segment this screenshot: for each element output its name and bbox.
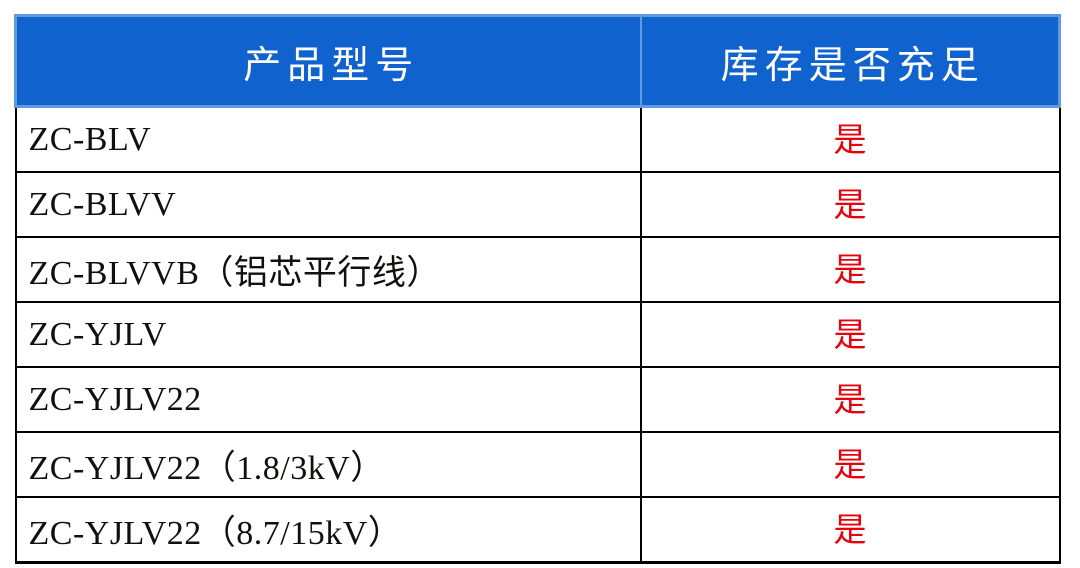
table-row: ZC-BLVV 是: [14, 172, 1061, 238]
stock-status-text: 是: [833, 187, 867, 224]
table-body: ZC-BLV 是 ZC-BLVV 是 ZC-BLVVB（铝芯平行线） 是 ZC-…: [14, 106, 1061, 564]
stock-status-text: 是: [833, 512, 867, 549]
table-row: ZC-YJLV22（8.7/15kV） 是: [14, 497, 1061, 564]
cell-product-model: ZC-YJLV22: [14, 367, 642, 433]
product-model-text: ZC-YJLV22: [28, 380, 202, 418]
product-model-text: ZC-YJLV: [28, 315, 167, 353]
product-model-text: ZC-BLVVB（铝芯平行线）: [28, 255, 441, 292]
stock-status-text: 是: [833, 382, 867, 419]
table-header: 产品型号 库存是否充足: [14, 14, 1061, 108]
product-model-text: ZC-YJLV22（1.8/3kV）: [28, 450, 385, 487]
column-header-stock-sufficient: 库存是否充足: [639, 14, 1061, 108]
table-row: ZC-YJLV22（1.8/3kV） 是: [14, 432, 1061, 498]
cell-product-model: ZC-YJLV22（8.7/15kV）: [14, 497, 642, 564]
product-model-text: ZC-BLVV: [28, 185, 177, 223]
product-model-text: ZC-YJLV22（8.7/15kV）: [28, 515, 403, 552]
cell-stock-sufficient: 是: [640, 432, 1061, 498]
table-header-row: 产品型号 库存是否充足: [14, 14, 1061, 108]
table-row: ZC-YJLV22 是: [14, 367, 1061, 433]
table-row: ZC-YJLV 是: [14, 302, 1061, 368]
cell-stock-sufficient: 是: [640, 106, 1061, 173]
stock-status-text: 是: [833, 252, 867, 289]
cell-stock-sufficient: 是: [640, 497, 1061, 564]
table-row: ZC-BLV 是: [14, 106, 1061, 173]
column-header-product-model: 产品型号: [14, 14, 642, 108]
stock-status-text: 是: [833, 317, 867, 354]
table-row: ZC-BLVVB（铝芯平行线） 是: [14, 237, 1061, 303]
cell-product-model: ZC-BLVVB（铝芯平行线）: [14, 237, 642, 303]
cell-stock-sufficient: 是: [640, 237, 1061, 303]
cell-stock-sufficient: 是: [640, 302, 1061, 368]
stock-status-text: 是: [833, 447, 867, 484]
cell-stock-sufficient: 是: [640, 172, 1061, 238]
stock-table-container: 产品型号 库存是否充足 ZC-BLV 是 ZC-BLVV 是 ZC-BLVVB（…: [14, 14, 1061, 564]
cell-product-model: ZC-BLV: [14, 106, 642, 173]
cell-product-model: ZC-YJLV: [14, 302, 642, 368]
stock-status-text: 是: [833, 122, 867, 159]
cell-product-model: ZC-BLVV: [14, 172, 642, 238]
product-model-text: ZC-BLV: [28, 120, 152, 158]
cell-stock-sufficient: 是: [640, 367, 1061, 433]
product-stock-table: 产品型号 库存是否充足 ZC-BLV 是 ZC-BLVV 是 ZC-BLVVB（…: [14, 14, 1061, 564]
cell-product-model: ZC-YJLV22（1.8/3kV）: [14, 432, 642, 498]
